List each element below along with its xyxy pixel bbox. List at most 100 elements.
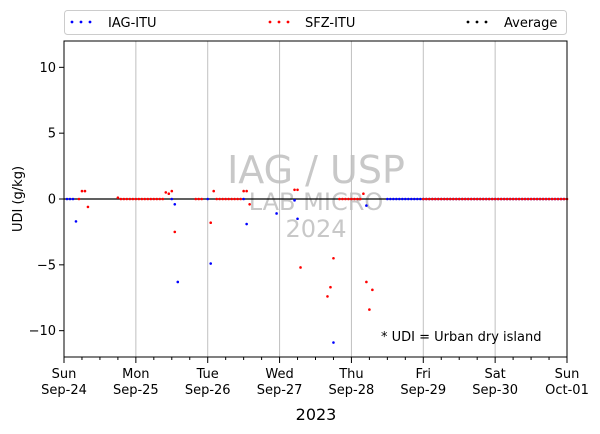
sfz-itu-point [248, 202, 251, 206]
iag-itu-point [401, 197, 404, 201]
sfz-itu-point [466, 197, 470, 201]
sfz-itu-point [371, 288, 374, 292]
sfz-itu-point [562, 197, 566, 201]
x-tick-day-label: Fri [416, 367, 432, 382]
sfz-itu-point [430, 197, 434, 201]
sfz-itu-point [242, 189, 245, 193]
sfz-itu-point [134, 197, 138, 201]
sfz-itu-point [233, 197, 236, 201]
iag-itu-point [395, 197, 398, 201]
sfz-itu-point [338, 197, 341, 201]
watermark: IAG / USP LAB MICRO 2024 [227, 148, 405, 243]
iag-itu-point [332, 341, 335, 344]
sfz-itu-point [365, 280, 368, 284]
iag-itu-point [296, 217, 299, 221]
iag-itu-point [74, 220, 78, 223]
x-tick-day-label: Wed [265, 367, 293, 382]
sfz-itu-point [526, 197, 530, 201]
sfz-itu-point [116, 196, 120, 199]
iag-itu-point [170, 197, 174, 201]
sfz-itu-point [236, 197, 239, 201]
sfz-itu-point [514, 197, 518, 201]
y-tick-label: −10 [29, 324, 56, 339]
iag-itu-point [242, 197, 245, 201]
sfz-itu-point [523, 197, 527, 201]
iag-itu-point [293, 199, 296, 202]
sfz-itu-point [80, 189, 84, 193]
y-tick-label: 5 [48, 127, 56, 142]
iag-itu-point [275, 212, 278, 215]
x-tick-date-label: Sep-26 [185, 383, 231, 398]
sfz-itu-point [421, 197, 425, 201]
sfz-itu-point [212, 189, 216, 193]
watermark-line-3: 2024 [285, 215, 346, 243]
sfz-itu-point [362, 192, 365, 196]
sfz-itu-point [170, 189, 174, 193]
sfz-itu-point [197, 197, 201, 201]
legend-marker-sfz-itu [277, 20, 281, 24]
sfz-itu-point [517, 197, 521, 201]
sfz-itu-point [209, 221, 213, 224]
x-axis-label: 2023 [296, 405, 337, 424]
legend-marker-average [475, 20, 479, 24]
sfz-itu-point [478, 197, 482, 201]
sfz-itu-point [427, 197, 431, 201]
legend-marker-iag-itu [79, 20, 83, 24]
sfz-itu-point [158, 197, 162, 201]
sfz-itu-point [547, 197, 551, 201]
sfz-itu-point [529, 197, 533, 201]
sfz-itu-point [496, 197, 500, 201]
legend: IAG-ITU SFZ-ITU Average [64, 10, 567, 35]
x-tick-day-label: Sun [52, 367, 77, 382]
x-tick-date-label: Oct-01 [545, 383, 589, 398]
iag-itu-point [410, 197, 413, 201]
sfz-itu-point [344, 197, 347, 201]
sfz-itu-point [487, 197, 491, 201]
sfz-itu-point [520, 197, 524, 201]
x-tick-date-label: Sep-30 [472, 383, 518, 398]
sfz-itu-point [535, 197, 539, 201]
sfz-itu-point [538, 197, 542, 201]
sfz-itu-point [146, 197, 150, 201]
sfz-itu-point [215, 197, 218, 201]
sfz-itu-point [164, 191, 168, 194]
iag-itu-point [415, 197, 419, 201]
y-axis-label: UDI (g/kg) [11, 166, 26, 232]
iag-itu-point [398, 197, 401, 201]
legend-label-average: Average [504, 16, 557, 31]
sfz-itu-point [556, 197, 560, 201]
iag-itu-point [176, 280, 180, 284]
sfz-itu-point [350, 197, 353, 201]
y-axis-ticks: 10 5 0 −5 −10 [29, 61, 64, 339]
legend-label-sfz-itu: SFZ-ITU [305, 16, 355, 31]
sfz-itu-point [460, 197, 464, 201]
iag-itu-point [173, 202, 177, 206]
iag-itu-point [365, 204, 368, 207]
sfz-itu-point [505, 197, 509, 201]
watermark-line-2: LAB MICRO [249, 188, 384, 216]
iag-itu-point [386, 197, 389, 201]
sfz-itu-point [149, 197, 153, 201]
sfz-itu-point [484, 197, 488, 201]
sfz-itu-point [356, 197, 359, 201]
sfz-itu-point [553, 197, 557, 201]
sfz-itu-point [119, 197, 123, 201]
sfz-itu-point [541, 197, 545, 201]
sfz-itu-point [472, 197, 476, 201]
y-tick-label: 0 [48, 193, 56, 208]
sfz-itu-point [293, 188, 296, 192]
iag-itu-point [206, 197, 210, 201]
sfz-itu-point [508, 197, 512, 201]
sfz-itu-point [424, 197, 428, 201]
legend-marker-sfz-itu [268, 20, 272, 24]
x-tick-day-label: Tue [196, 367, 219, 382]
sfz-itu-point [140, 197, 144, 201]
sfz-itu-point [499, 197, 503, 201]
x-tick-day-label: Mon [122, 367, 149, 382]
sfz-itu-point [167, 192, 171, 196]
sfz-itu-point [143, 197, 147, 201]
legend-marker-average [466, 20, 470, 24]
sfz-itu-point [152, 197, 156, 201]
x-tick-date-label: Sep-27 [257, 383, 303, 398]
